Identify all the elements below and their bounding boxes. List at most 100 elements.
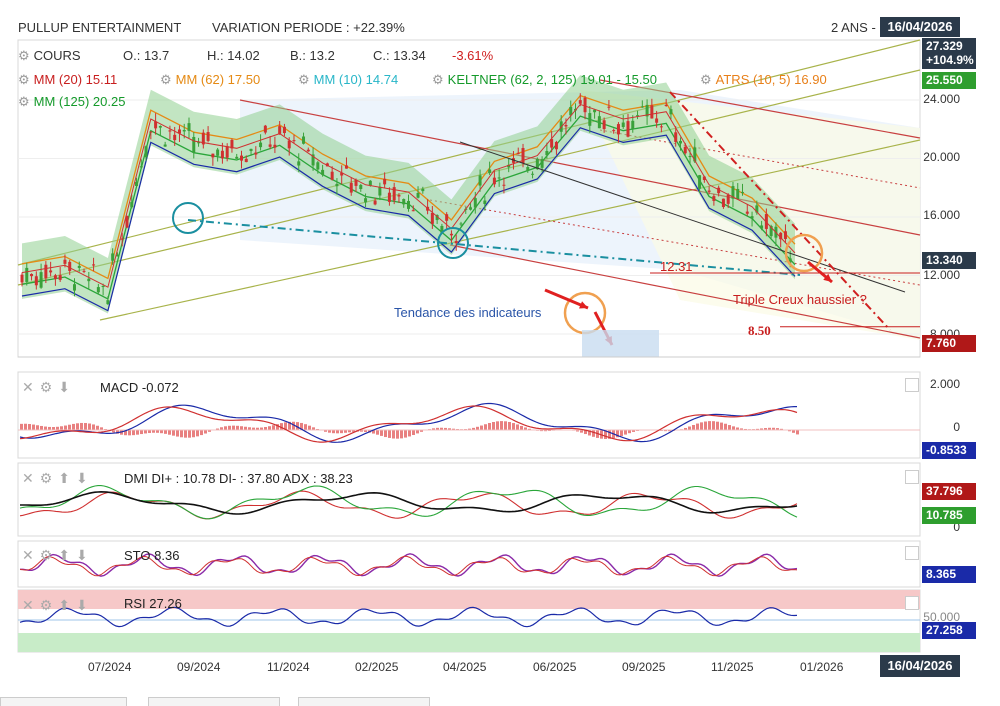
candle-body <box>421 189 424 191</box>
price-tick: 24.000 <box>923 92 960 106</box>
candle-body <box>746 212 749 214</box>
candle-body <box>455 241 458 243</box>
macd-histogram-bar <box>508 422 511 430</box>
gear-icon[interactable]: ⚙ <box>432 72 444 88</box>
candle-body <box>83 271 86 272</box>
macd-histogram-bar <box>228 426 231 430</box>
rsi-badge: 27.258 <box>922 622 976 639</box>
bottom-tab-2[interactable] <box>148 697 280 706</box>
macd-histogram-bar <box>376 430 379 435</box>
bottom-tab-3[interactable] <box>298 697 430 706</box>
rsi-pane-checkbox[interactable] <box>905 596 919 610</box>
candle-body <box>469 207 472 209</box>
period-selector[interactable]: 2 ANS - <box>831 20 876 35</box>
candle-body <box>345 165 348 168</box>
candle-body <box>106 300 109 304</box>
macd-histogram-bar <box>80 423 83 430</box>
macd-histogram-bar <box>236 426 239 430</box>
candle-body <box>541 159 544 168</box>
macd-histogram-bar <box>416 430 419 433</box>
macd-histogram-bar <box>32 425 35 430</box>
macd-histogram-bar <box>408 430 411 436</box>
legend-atrs[interactable]: ⚙ATRS (10, 5) 16.90 <box>700 72 827 88</box>
candle-body <box>130 202 133 207</box>
macd-histogram-bar <box>796 430 799 434</box>
gear-icon[interactable]: ⚙ <box>18 48 30 64</box>
gear-icon[interactable]: ⚙ <box>700 72 712 88</box>
dmi-pane-controls[interactable]: ✕⚙⬆⬇ <box>22 470 94 487</box>
macd-histogram-bar <box>384 430 387 437</box>
rsi-title: RSI 27.26 <box>124 596 182 611</box>
candle-body <box>760 225 763 228</box>
macd-histogram-bar <box>200 430 203 435</box>
macd-histogram-bar <box>392 430 395 439</box>
candle-body <box>159 126 162 128</box>
dmi-pane-checkbox[interactable] <box>905 470 919 484</box>
sto-pane-checkbox[interactable] <box>905 546 919 560</box>
candle-body <box>59 275 62 280</box>
legend-mm125[interactable]: ⚙MM (125) 20.25 <box>18 94 125 110</box>
gear-icon[interactable]: ⚙ <box>18 94 30 110</box>
rsi-pane-controls[interactable]: ✕⚙⬆⬇ <box>22 597 94 614</box>
macd-histogram-bar <box>64 426 67 430</box>
candle-body <box>445 214 448 221</box>
candle-body <box>622 123 625 127</box>
chart-title: PULLUP ENTERTAINMENT <box>18 20 181 35</box>
macd-histogram-bar <box>688 427 691 430</box>
legend-mm62[interactable]: ⚙ MM (62) 17.50 <box>160 72 260 88</box>
annotation-triple-creux: Triple Creux haussier ? <box>733 292 867 307</box>
candle-body <box>331 172 334 180</box>
price-tick: 20.000 <box>923 150 960 164</box>
macd-histogram-bar <box>512 423 515 430</box>
macd-histogram-bar <box>76 423 79 430</box>
macd-histogram-bar <box>92 424 95 430</box>
macd-histogram-bar <box>308 426 311 430</box>
mm62-label: MM (62) 17.50 <box>176 72 261 87</box>
candle-body <box>374 201 377 205</box>
candle-body <box>259 143 262 148</box>
legend-mm20[interactable]: ⚙MM (20) 15.11 <box>18 72 117 88</box>
candle-body <box>302 136 305 143</box>
candle-body <box>727 195 730 204</box>
macd-pane-checkbox[interactable] <box>905 378 919 392</box>
macd-pane-controls[interactable]: ✕⚙⬇ <box>22 379 76 396</box>
candle-body <box>92 264 95 265</box>
header-date-badge: 16/04/2026 <box>880 17 960 37</box>
candle-body <box>211 154 214 158</box>
gear-icon[interactable]: ⚙ <box>160 72 172 88</box>
candle-body <box>679 141 682 144</box>
candle-body <box>517 153 520 154</box>
cours-label: COURS <box>34 48 81 63</box>
legend-cours[interactable]: ⚙ COURS <box>18 48 81 64</box>
macd-histogram-bar <box>272 425 275 430</box>
x-tick: 06/2025 <box>533 660 576 674</box>
macd-histogram-bar <box>388 430 391 438</box>
macd-histogram-bar <box>172 430 175 436</box>
macd-histogram-bar <box>620 430 623 436</box>
candle-body <box>97 287 100 292</box>
candle-body <box>102 286 105 287</box>
gear-icon[interactable]: ⚙ <box>18 72 30 88</box>
macd-histogram-bar <box>400 430 403 438</box>
macd-histogram-bar <box>136 430 139 435</box>
bottom-tab-1[interactable] <box>0 697 127 706</box>
legend-mm10[interactable]: ⚙MM (10) 14.74 <box>298 72 398 88</box>
candle-body <box>25 268 28 282</box>
candle-body <box>698 175 701 189</box>
gear-icon[interactable]: ⚙ <box>298 72 310 88</box>
candle-body <box>526 167 529 171</box>
macd-histogram-bar <box>40 426 43 430</box>
low-value: B.: 13.2 <box>290 48 335 63</box>
candle-body <box>359 185 362 189</box>
candle-body <box>545 151 548 155</box>
period-variation: VARIATION PERIODE : +22.39% <box>212 20 405 35</box>
x-tick: 01/2026 <box>800 660 843 674</box>
candle-body <box>149 131 152 132</box>
candle-body <box>784 231 787 239</box>
candle-body <box>598 116 601 128</box>
candle-body <box>54 275 57 279</box>
legend-keltner[interactable]: ⚙KELTNER (62, 2, 125) 19.01 - 15.50 <box>432 72 657 88</box>
candle-body <box>612 130 615 131</box>
candle-body <box>307 150 310 152</box>
sto-pane-controls[interactable]: ✕⚙⬆⬇ <box>22 547 94 564</box>
